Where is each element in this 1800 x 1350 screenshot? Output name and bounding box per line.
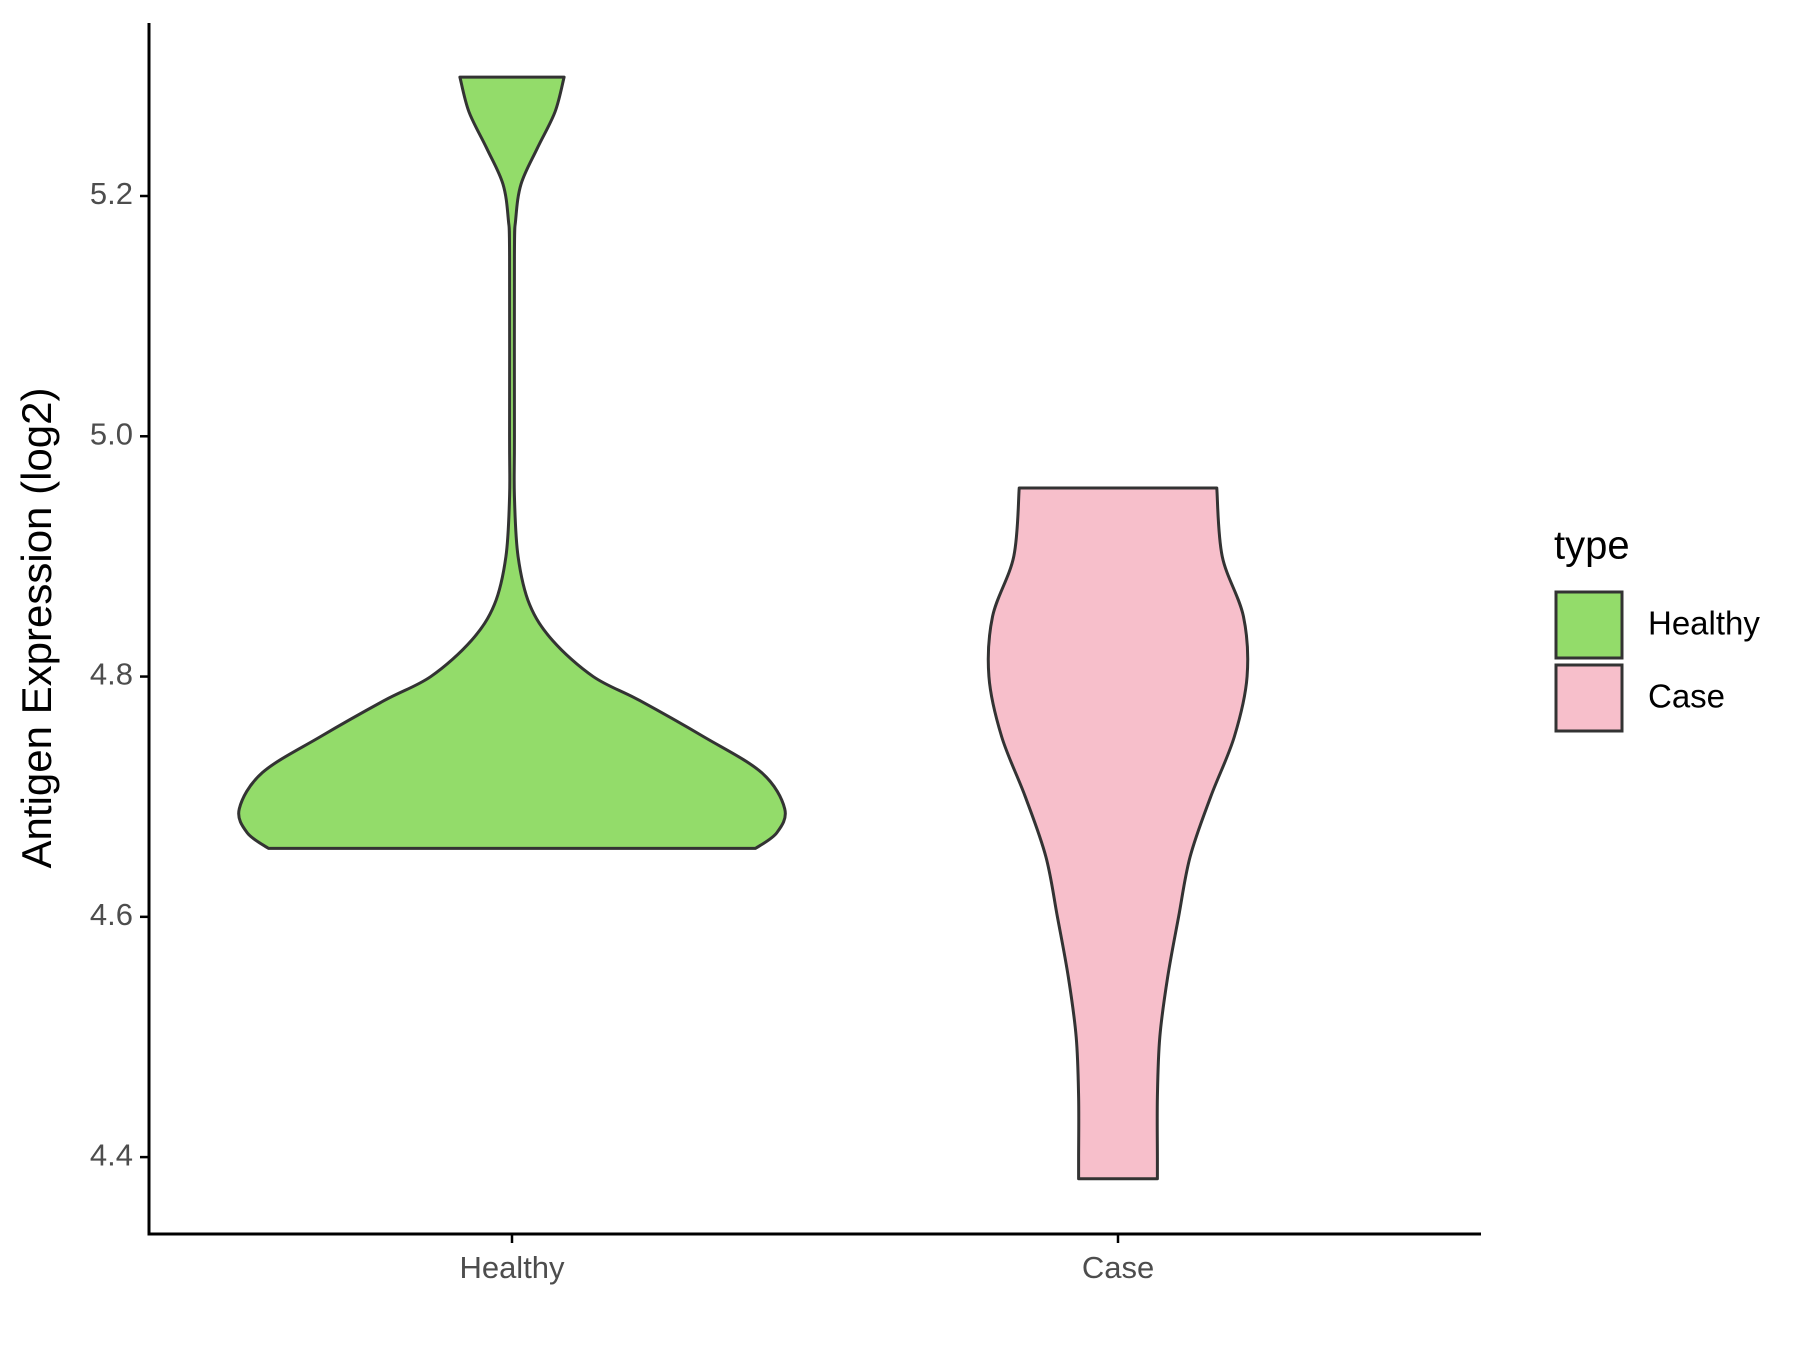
y-axis-title: Antigen Expression (log2)	[13, 388, 60, 869]
violin	[237, 75, 787, 850]
legend-key	[1554, 590, 1624, 660]
x-tick-label: Healthy	[459, 1250, 565, 1285]
y-tick-label: 4.6	[90, 897, 133, 932]
x-tick-label: Case	[1082, 1250, 1154, 1285]
legend-label: Healthy	[1648, 605, 1760, 642]
y-tick-label: 4.4	[90, 1137, 133, 1172]
y-tick-label: 5.0	[90, 416, 133, 451]
legend-label: Case	[1648, 678, 1725, 715]
y-tick-label: 5.2	[90, 176, 133, 211]
legend-title: type	[1554, 524, 1630, 568]
violin	[986, 486, 1250, 1181]
y-tick-label: 4.8	[90, 657, 133, 692]
legend-key	[1554, 663, 1624, 733]
